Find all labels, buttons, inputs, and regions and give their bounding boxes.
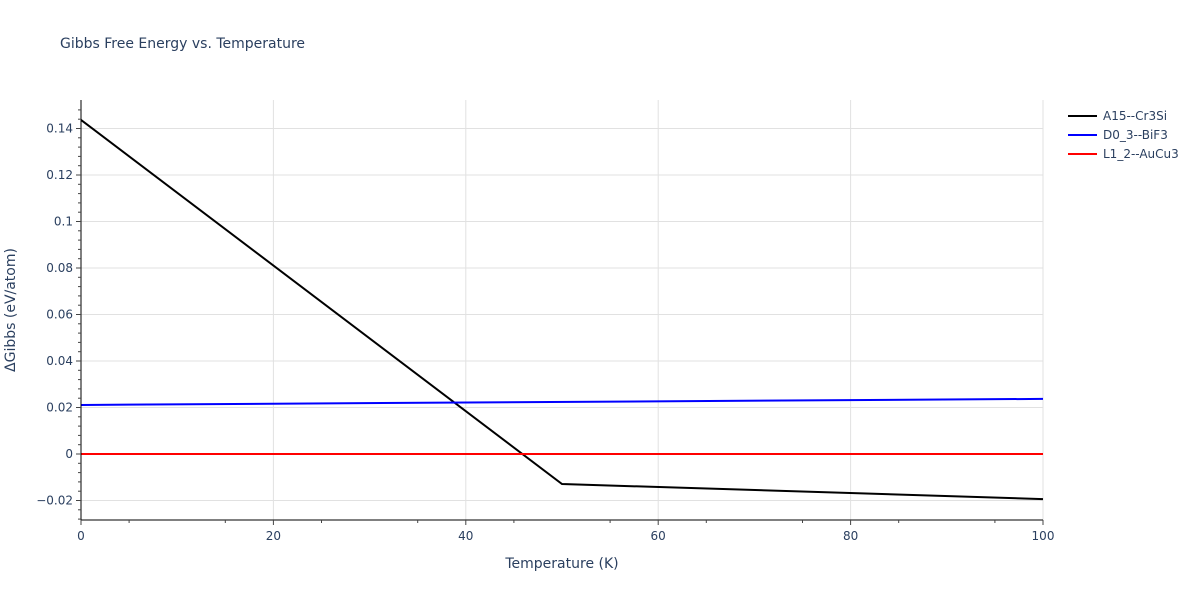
axes: −0.02 0 0.02 0.04 0.06 0.08 0.1 0.12 0.14 0 20 40 60…: [36, 100, 1054, 543]
legend-item[interactable]: A15--Cr3Si: [1068, 106, 1179, 125]
legend-line-icon: [1068, 114, 1097, 117]
y-tick-label: −0.02: [36, 494, 73, 508]
series-line: [80, 119, 1044, 501]
y-tick-label: 0.06: [46, 308, 73, 322]
y-tick-label: 0.12: [46, 168, 73, 182]
chart-title: Gibbs Free Energy vs. Temperature: [60, 36, 306, 52]
y-tick-label: 0.02: [46, 401, 73, 415]
legend-item[interactable]: L1_2--AuCu3: [1068, 144, 1179, 163]
y-tick-label: 0.1: [54, 215, 73, 229]
y-axis-label: ΔGibbs (eV/atom): [3, 248, 19, 372]
x-tick-label: 0: [77, 529, 85, 543]
x-tick-label: 40: [458, 529, 473, 543]
x-tick-label: 80: [843, 529, 858, 543]
legend-label: L1_2--AuCu3: [1103, 146, 1179, 161]
y-tick-label: 0.14: [46, 122, 73, 136]
y-tick-label: 0.04: [46, 354, 73, 368]
y-tick-label: 0.08: [46, 261, 73, 275]
data-series: [80, 119, 1044, 501]
legend-item[interactable]: D0_3--BiF3: [1068, 125, 1179, 144]
legend-line-icon: [1068, 133, 1097, 136]
legend: A15--Cr3Si D0_3--BiF3 L1_2--AuCu3: [1068, 106, 1179, 163]
series-line: [80, 397, 1044, 406]
x-tick-label: 100: [1032, 529, 1055, 543]
x-tick-label: 60: [651, 529, 666, 543]
legend-line-icon: [1068, 152, 1097, 155]
x-tick-label: 20: [266, 529, 281, 543]
legend-label: A15--Cr3Si: [1103, 108, 1168, 123]
x-axis-label: Temperature (K): [504, 556, 618, 572]
y-tick-label: 0: [65, 447, 73, 461]
gridlines: [81, 100, 1044, 520]
legend-label: D0_3--BiF3: [1103, 127, 1168, 142]
